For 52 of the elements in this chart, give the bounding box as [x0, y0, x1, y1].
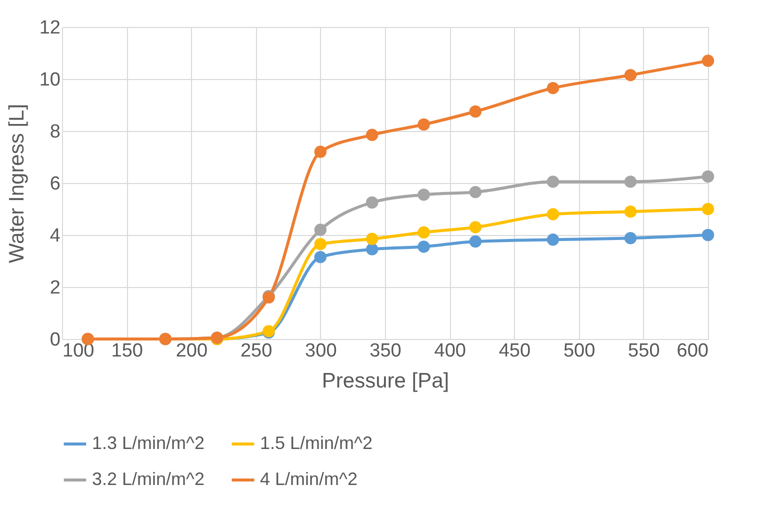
y-tick-label: 6	[50, 174, 60, 194]
point	[314, 250, 327, 264]
point	[469, 235, 482, 248]
point	[366, 243, 378, 256]
point	[314, 224, 327, 236]
legend-label: 3.2 L/min/m^2	[92, 469, 204, 489]
y-tick-label: 0	[50, 330, 60, 350]
point	[624, 205, 637, 218]
point	[469, 105, 482, 118]
x-tick-label: 150	[111, 340, 143, 362]
y-tick-label: 8	[50, 122, 60, 142]
y-axis-title: Water Ingress [L]	[5, 104, 28, 264]
legend-label: 4 L/min/m^2	[260, 469, 358, 489]
x-tick-label: 100	[62, 340, 94, 362]
x-tick-label: 500	[563, 340, 596, 362]
point	[624, 176, 637, 188]
x-axis-title: Pressure [Pa]	[322, 370, 450, 392]
point	[314, 146, 327, 158]
point	[469, 221, 482, 234]
x-tick-label: 600	[676, 340, 708, 362]
point	[314, 238, 327, 250]
point	[469, 186, 482, 198]
point	[546, 82, 560, 94]
point	[366, 232, 378, 246]
x-tick-label: 400	[434, 340, 466, 362]
point	[624, 68, 637, 82]
point	[702, 202, 714, 216]
y-tick-label: 4	[50, 226, 61, 246]
point	[418, 188, 430, 201]
y-tick-label: 12	[39, 18, 60, 38]
x-tick-label: 450	[498, 340, 531, 362]
point	[702, 54, 714, 67]
point	[418, 118, 430, 131]
y-tick-label: 10	[39, 70, 60, 90]
y-tick-label: 2	[50, 278, 60, 298]
point	[624, 232, 637, 244]
point	[702, 170, 714, 183]
x-tick-label: 300	[305, 340, 337, 362]
point	[546, 234, 560, 246]
x-tick-label: 550	[628, 340, 660, 362]
legend-label: 1.3 L/min/m^2	[92, 433, 204, 453]
point	[418, 240, 430, 253]
legend-label: 1.5 L/min/m^2	[260, 433, 372, 453]
point	[702, 228, 714, 242]
x-tick-label: 350	[370, 340, 402, 362]
point	[366, 196, 378, 209]
x-tick-label: 200	[176, 340, 208, 362]
point	[546, 176, 560, 188]
x-tick-label: 250	[240, 340, 272, 362]
point	[418, 226, 430, 239]
point	[366, 128, 378, 142]
point	[546, 208, 560, 220]
